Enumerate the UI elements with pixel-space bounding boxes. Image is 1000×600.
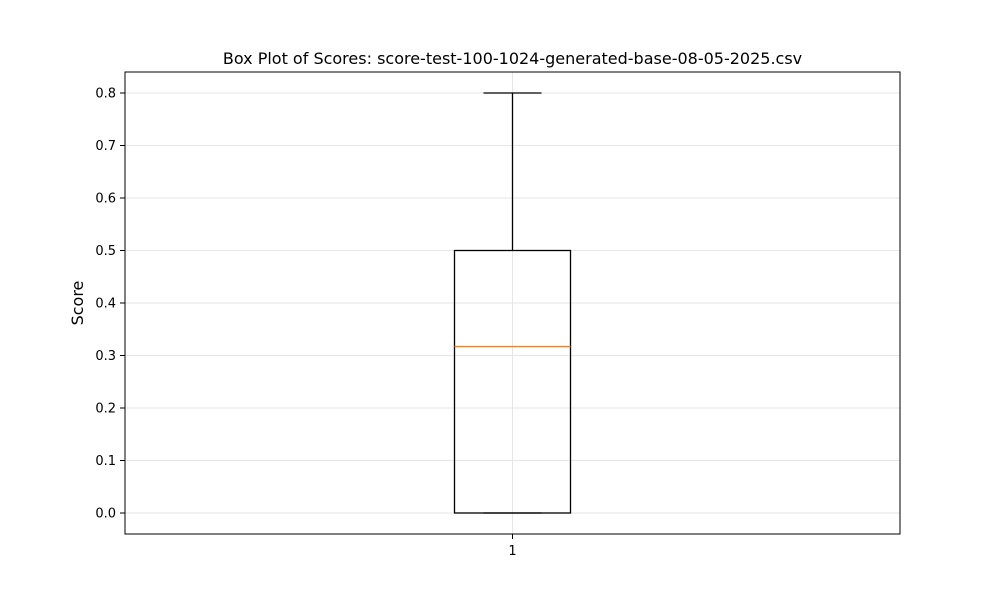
y-tick-label: 0.5: [95, 244, 116, 259]
y-tick-label: 0.2: [95, 402, 116, 417]
interquartile-box: [453, 249, 572, 514]
y-axis-label: Score: [68, 281, 87, 326]
y-tick-label: 0.8: [95, 87, 116, 102]
y-tick-label: 0.7: [95, 139, 116, 154]
x-tick-label: 1: [508, 544, 516, 559]
y-axis-ticks: 0.0 0.1 0.2 0.3 0.4 0.5 0.6 0.7 0.8: [95, 87, 125, 522]
y-tick-label: 0.3: [95, 349, 116, 364]
y-tick-label: 0.6: [95, 192, 116, 207]
x-axis-ticks: 1: [508, 534, 517, 559]
y-tick-label: 0.0: [95, 507, 116, 522]
y-tick-label: 0.1: [95, 454, 116, 469]
y-tick-label: 0.4: [95, 297, 116, 312]
chart-title: Box Plot of Scores: score-test-100-1024-…: [223, 49, 802, 68]
box-plot-group: [453, 92, 572, 514]
